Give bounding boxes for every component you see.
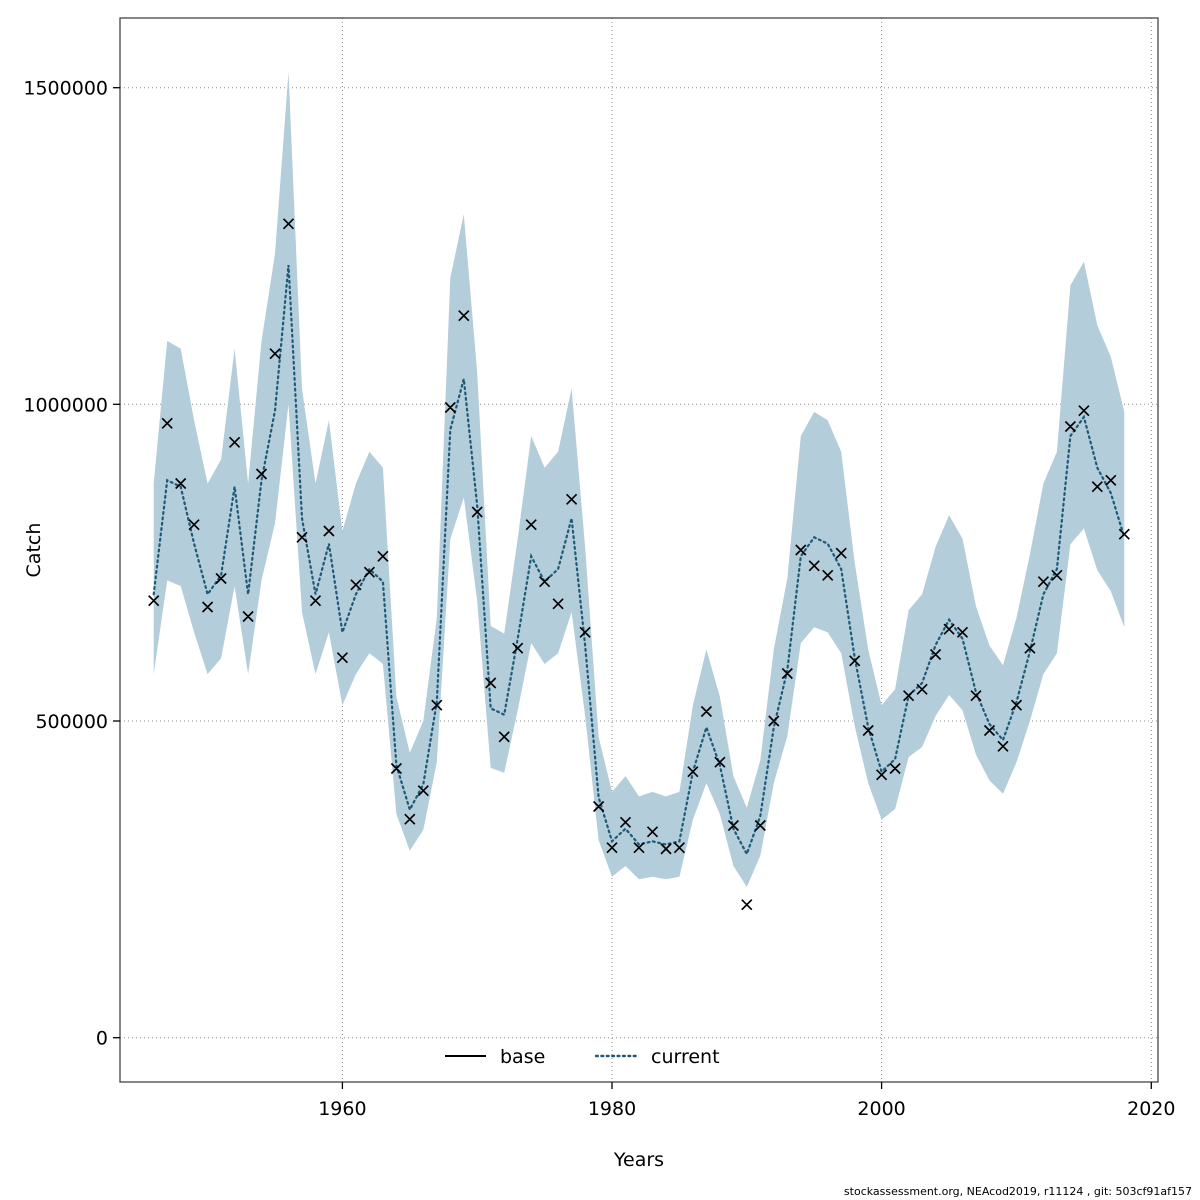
confidence-band (153, 71, 1125, 887)
gridlines (120, 18, 1158, 1082)
y-tick-label: 500000 (35, 711, 108, 733)
y-tick-label: 1000000 (23, 394, 108, 416)
axis-ticks: 1960 1980 2000 2020 0 500000 1000000 1500000 (23, 78, 1175, 1120)
legend: base current (445, 1046, 720, 1068)
observed-catch-cross (148, 218, 1130, 911)
series-lines (152, 264, 1126, 857)
y-tick-label: 1500000 (23, 78, 108, 100)
x-tick-label: 1980 (588, 1098, 636, 1120)
plot-border (119, 17, 1159, 1083)
x-axis-title: Years (613, 1149, 664, 1171)
footer-credit: stockassessment.org, NEAcod2019, r11124 … (843, 1185, 1192, 1198)
x-tick-label: 1960 (318, 1098, 366, 1120)
confidence-band-polygon (153, 71, 1125, 887)
y-tick-label: 0 (96, 1028, 108, 1050)
legend-current-label: current (651, 1046, 720, 1068)
x-tick-label: 2020 (1127, 1098, 1175, 1120)
current-line (152, 264, 1126, 857)
plot-frame (119, 17, 1159, 1083)
legend-base-label: base (500, 1046, 545, 1068)
observed-catch-markers (148, 218, 1130, 911)
x-tick-label: 2000 (857, 1098, 905, 1120)
y-axis-title: Catch (23, 523, 45, 578)
